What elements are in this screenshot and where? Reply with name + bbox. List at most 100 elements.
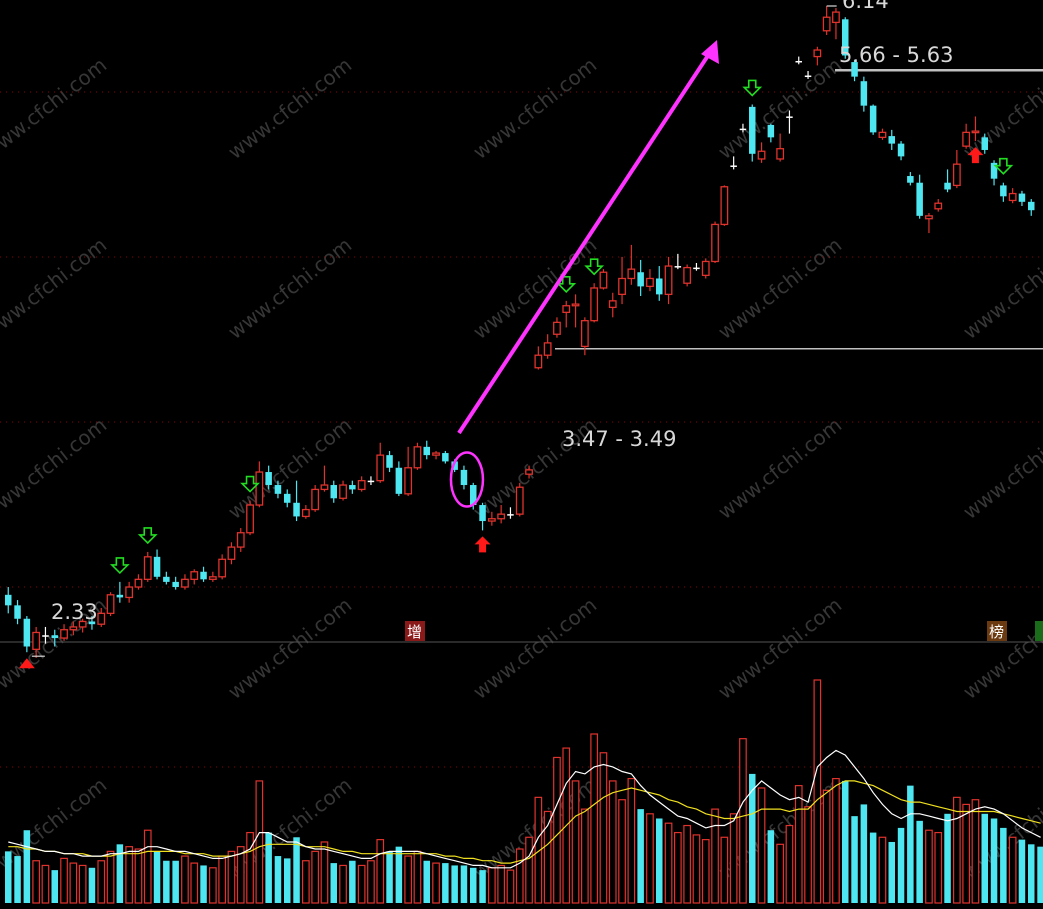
- sell-signal-arrow: [137, 527, 158, 545]
- volume-bar: [236, 846, 245, 904]
- volume-bar: [479, 870, 486, 903]
- candle: [646, 269, 654, 292]
- candle: [106, 592, 115, 617]
- candle: [776, 133, 785, 162]
- sell-signal-arrow: [240, 475, 260, 493]
- volume-bar: [673, 831, 682, 904]
- candle: [1028, 199, 1035, 216]
- candle-body: [1000, 185, 1007, 197]
- volume-bar: [200, 865, 207, 903]
- candle: [181, 574, 189, 590]
- candle-body: [32, 631, 41, 650]
- candle-body: [580, 320, 589, 348]
- volume-bar: [656, 818, 663, 903]
- candle-body: [701, 260, 710, 277]
- candle-body: [627, 268, 636, 280]
- volume-bar: [460, 865, 468, 903]
- candle-body: [284, 493, 291, 503]
- volume-bar: [515, 848, 524, 904]
- sell-signal-arrow: [584, 258, 605, 276]
- volume-bar: [590, 733, 599, 904]
- volume-bar: [1000, 827, 1007, 903]
- volume-bar: [990, 818, 998, 903]
- volume-bar: [78, 864, 87, 904]
- candle: [842, 17, 849, 59]
- volume-bar: [851, 816, 858, 903]
- candle-body: [590, 287, 599, 322]
- candle: [971, 116, 980, 142]
- volume-bar: [553, 756, 561, 904]
- candle: [386, 450, 393, 473]
- candle-body: [51, 635, 58, 639]
- candle-body: [413, 446, 422, 469]
- candle: [143, 551, 152, 582]
- candle-body: [944, 182, 951, 190]
- candle-body: [1028, 201, 1035, 211]
- candle-body: [804, 75, 812, 78]
- tag-zeng[interactable]: 增: [405, 621, 425, 641]
- volume-bar: [97, 860, 106, 904]
- volume-bar: [470, 867, 477, 903]
- candle: [255, 461, 264, 508]
- candle-body: [42, 635, 49, 637]
- volume-bar: [404, 855, 412, 904]
- candle-body: [543, 342, 552, 356]
- candle-body: [767, 124, 775, 138]
- candle: [172, 576, 179, 590]
- candle: [599, 269, 608, 290]
- candle-body: [869, 105, 877, 133]
- volume-bar: [739, 738, 747, 904]
- candle-body: [479, 505, 486, 522]
- candle: [284, 489, 291, 508]
- volume-bar: [451, 865, 458, 903]
- tag-bang[interactable]: 榜: [987, 621, 1007, 641]
- candle-body: [525, 469, 533, 475]
- candle-body: [832, 11, 840, 24]
- candle-body: [916, 182, 923, 216]
- candle-body: [739, 128, 747, 131]
- volume-bar: [599, 752, 608, 904]
- volume-bar: [832, 777, 840, 904]
- volume-bar: [916, 820, 923, 903]
- candle: [767, 123, 775, 143]
- candle-body: [88, 621, 96, 625]
- volume-bar: [860, 804, 868, 903]
- volume-bar: [701, 839, 710, 904]
- candle-body: [571, 303, 580, 307]
- candle-body: [14, 605, 21, 619]
- candle-body: [134, 578, 143, 588]
- candle-body: [1008, 192, 1017, 202]
- candle: [339, 480, 347, 501]
- volume-bar: [413, 850, 422, 904]
- candle-body: [218, 558, 227, 578]
- tag-partial[interactable]: [1035, 621, 1043, 641]
- candle: [218, 554, 227, 580]
- candle: [97, 608, 106, 627]
- volume-bar: [246, 831, 254, 904]
- volume-bar: [153, 851, 161, 903]
- candle: [153, 549, 161, 580]
- candle-body: [693, 267, 700, 270]
- volume-bar: [339, 864, 347, 904]
- candle: [674, 253, 682, 270]
- highlight-circle: [449, 451, 485, 508]
- volume-bar: [218, 855, 226, 904]
- candle: [1018, 190, 1026, 207]
- candle-body: [934, 202, 943, 210]
- volume-bar: [143, 829, 152, 904]
- candle: [236, 528, 245, 552]
- candle-body: [265, 472, 272, 486]
- candle: [757, 142, 766, 163]
- candle-body: [674, 266, 682, 268]
- candle: [786, 110, 793, 134]
- signal-markers: [18, 5, 1014, 669]
- buy-signal-arrow: [967, 147, 984, 164]
- volume-bar: [1008, 836, 1017, 904]
- candle-body: [683, 266, 692, 284]
- candle-body: [246, 504, 254, 534]
- volume-bar: [255, 780, 264, 904]
- volume-bar: [69, 862, 78, 904]
- candle: [60, 624, 68, 641]
- sell-signal-arrow: [742, 79, 763, 97]
- resistance-level-label: 5.66 - 5.63: [839, 43, 953, 67]
